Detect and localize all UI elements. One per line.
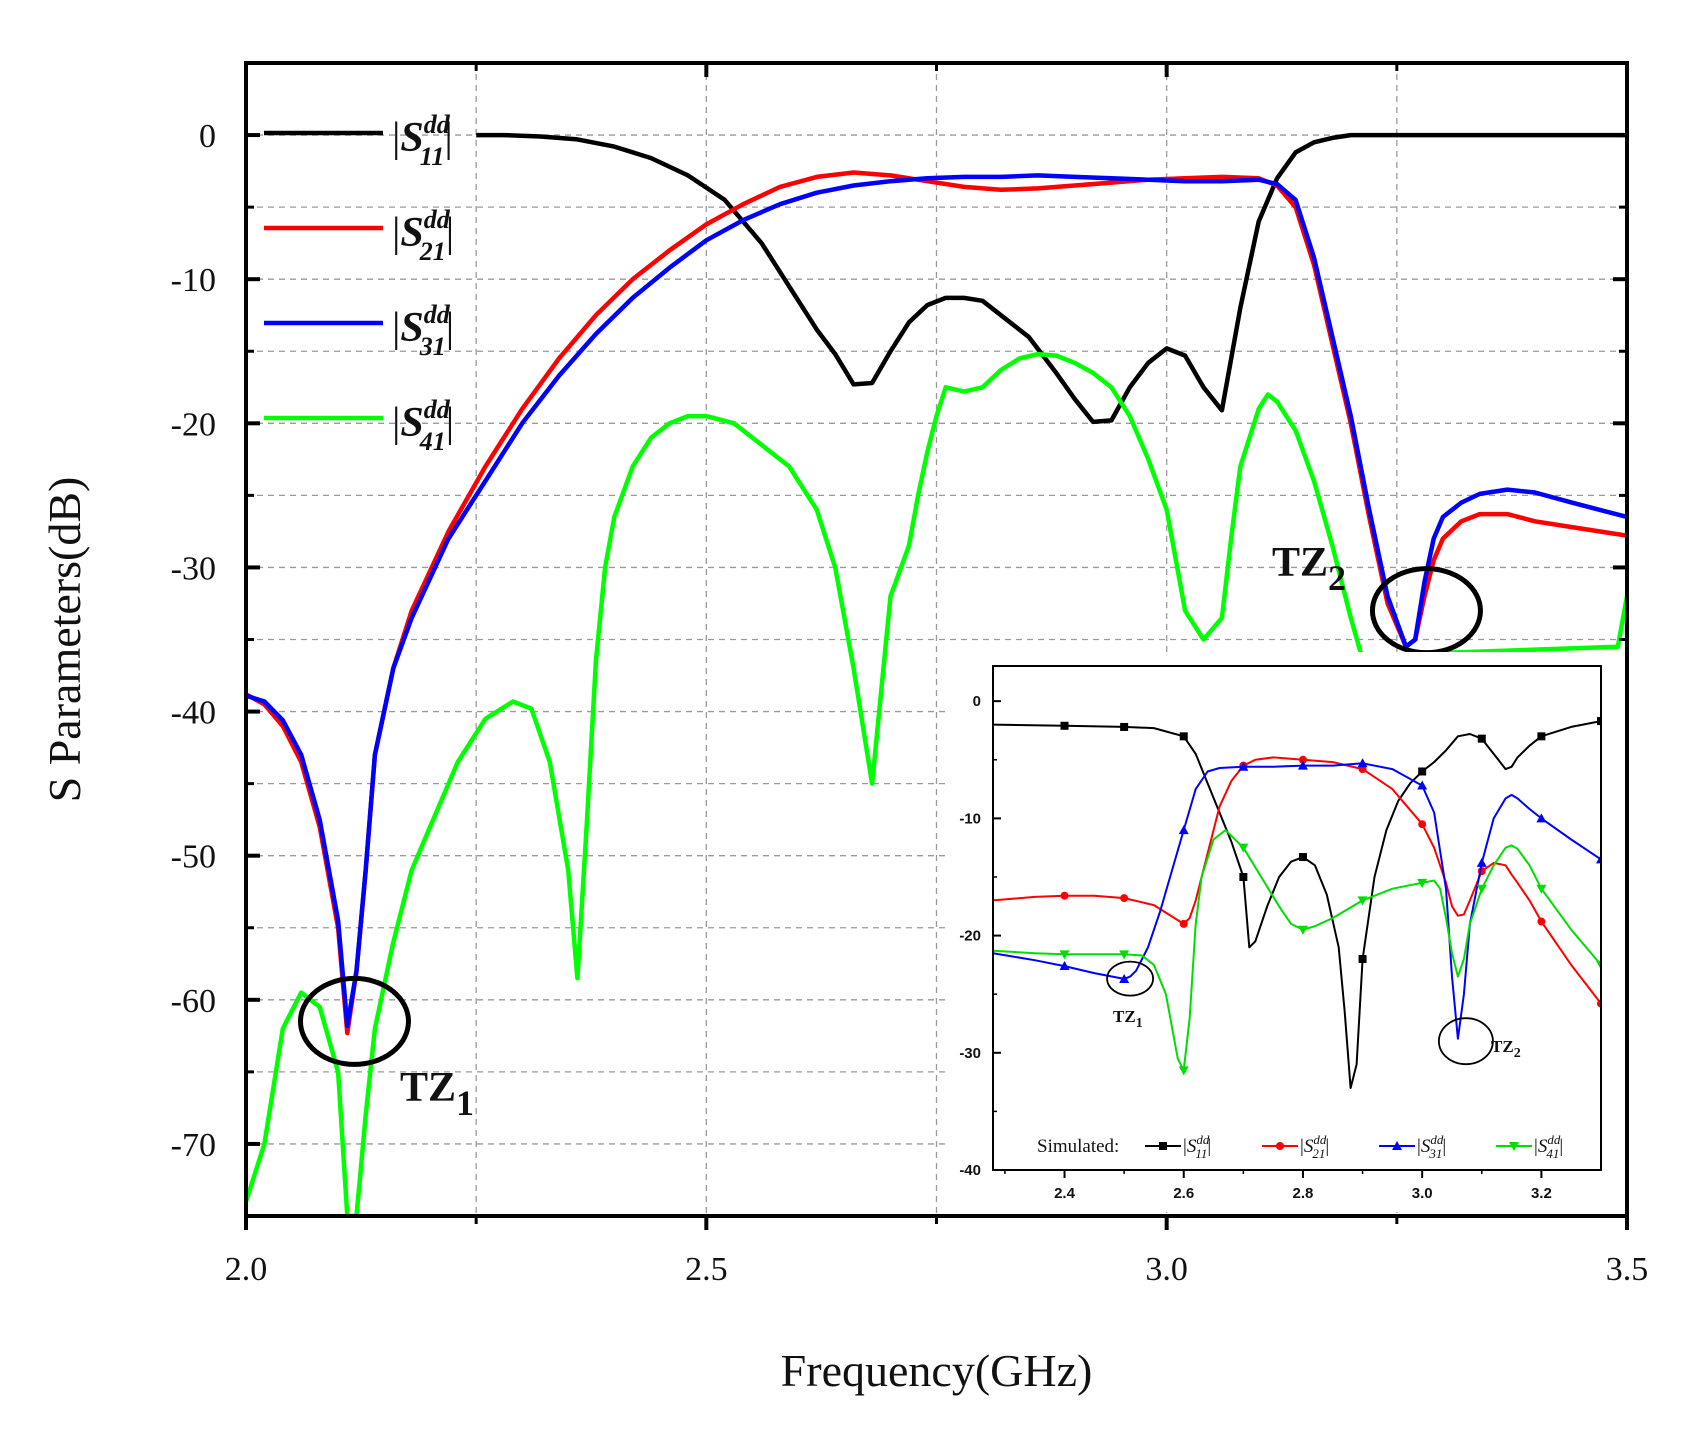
inset-x-tick-label: 2.6: [1173, 1185, 1194, 1202]
inset-marker-41: [1119, 950, 1130, 960]
inset-marker-31: [1059, 961, 1070, 971]
inset-marker-41: [1476, 884, 1487, 894]
inset-tz2-label: TZ2: [1491, 1037, 1521, 1061]
y-tick-label: -50: [171, 839, 216, 876]
inset-legend-marker-11: [1159, 1142, 1167, 1150]
inset-x-tick-label: 3.0: [1412, 1185, 1433, 1202]
inset-legend-marker-31: [1392, 1141, 1402, 1150]
inset-marker-31: [1178, 825, 1189, 835]
inset-marker-11: [1418, 767, 1427, 776]
inset-marker-41: [1238, 843, 1249, 853]
inset-marker-31: [1119, 973, 1130, 983]
inset-marker-31: [1238, 761, 1249, 771]
inset-marker-11: [1239, 872, 1248, 881]
inset-tz1-circle: [1106, 960, 1154, 997]
inset-marker-31: [1476, 857, 1487, 867]
inset-series-line-41: [993, 829, 1601, 1072]
inset-marker-21: [1298, 755, 1307, 764]
inset-legend-label-11: |Sdd 11|: [1183, 1132, 1211, 1161]
inset-legend-marker-21: [1276, 1142, 1284, 1150]
inset-marker-41: [1297, 925, 1308, 935]
tz1-label: TZ1: [400, 1065, 474, 1123]
main-legend: |Sdd 11| |Sdd 21| |Sdd 31| |Sdd 41|: [264, 110, 454, 456]
inset-marker-41: [1059, 950, 1070, 960]
inset-y-tick-label: -20: [959, 928, 981, 945]
y-tick-label: -70: [171, 1127, 216, 1164]
inset-tz2-circle: [1438, 1017, 1494, 1066]
y-tick-label: -10: [171, 262, 216, 299]
inset-marker-11: [1597, 717, 1601, 726]
inset-marker-31: [1596, 854, 1601, 864]
inset-y-tick-label: -10: [959, 810, 981, 827]
inset-marker-11: [1537, 732, 1546, 741]
inset-legend-label-31: |Sdd 31|: [1417, 1132, 1446, 1161]
legend-label-31: |Sdd 31|: [392, 300, 454, 361]
inset-marker-31: [1297, 760, 1308, 770]
inset-y-tick-label: -30: [959, 1045, 981, 1062]
inset-marker-11: [1120, 722, 1129, 731]
main-axis-ticks: 0 -10 -20 -30 -40 -50 -60 -70 2.0 2.5 3.0 3.5: [171, 61, 1649, 1288]
inset-legend-label-41: |Sdd 41|: [1534, 1132, 1563, 1161]
inset-y-tick-label: -40: [959, 1162, 981, 1179]
legend-label-41: |Sdd 41|: [392, 395, 454, 456]
inset-marker-41: [1178, 1066, 1189, 1076]
inset-tz1-label: TZ1: [1113, 1007, 1143, 1031]
legend-label-21: |Sdd 21|: [392, 205, 454, 266]
inset-marker-31: [1536, 813, 1547, 823]
inset-chart: TZ1 TZ2 0 -10 -20 -30 -40 2.4 2.6 2.8 3.0 3.2 Simu…: [945, 652, 1625, 1212]
inset-marker-11: [1179, 732, 1188, 741]
x-axis-title: Frequency(GHz): [781, 1345, 1093, 1396]
inset-legend-label-21: |Sdd 21|: [1300, 1132, 1329, 1161]
inset-marker-21: [1537, 917, 1546, 926]
inset-marker-31: [1417, 780, 1428, 790]
inset-annotations: TZ1 TZ2: [1106, 960, 1521, 1066]
inset-series-group: [993, 717, 1601, 1089]
inset-y-tick-label: 0: [973, 693, 981, 710]
y-tick-label: 0: [199, 118, 216, 155]
y-axis-title: S Parameters(dB): [39, 477, 90, 803]
series-line-31: [246, 173, 1627, 1029]
y-tick-label: -60: [171, 983, 216, 1020]
inset-marker-21: [1060, 891, 1069, 900]
series-line-41: [246, 351, 1627, 1216]
inset-marker-11: [1358, 955, 1367, 964]
inset-marker-11: [1298, 853, 1307, 862]
inset-marker-41: [1596, 960, 1601, 970]
tz1-circle: [297, 975, 411, 1067]
main-annotations: TZ1 TZ2: [297, 540, 1483, 1123]
inset-axis-ticks: 0 -10 -20 -30 -40 2.4 2.6 2.8 3.0 3.2: [959, 693, 1552, 1202]
y-tick-label: -40: [171, 695, 216, 732]
inset-marker-41: [1357, 896, 1368, 906]
inset-marker-21: [1179, 919, 1188, 928]
inset-background: [945, 652, 1625, 1212]
inset-marker-41: [1417, 878, 1428, 888]
inset-marker-31: [1357, 758, 1368, 768]
inset-marker-11: [1060, 721, 1069, 730]
inset-legend-title: Simulated:: [1037, 1136, 1119, 1157]
inset-legend-marker-41: [1509, 1142, 1519, 1151]
y-tick-label: -20: [171, 406, 216, 443]
inset-plot-frame: [992, 665, 1602, 1171]
x-tick-label: 2.0: [225, 1251, 268, 1288]
inset-series-line-11: [993, 720, 1601, 1089]
inset-x-tick-label: 3.2: [1531, 1185, 1552, 1202]
inset-marker-11: [1477, 734, 1486, 743]
main-series-group: [246, 132, 1627, 1216]
inset-marker-21: [1120, 894, 1129, 903]
legend-label-11: |Sdd 11|: [392, 110, 453, 171]
inset-marker-21: [1418, 820, 1427, 829]
y-tick-label: -30: [171, 550, 216, 587]
inset-legend: Simulated: |Sdd 11| |Sdd 21| |Sdd 31| |Sdd 41|: [1037, 1132, 1563, 1161]
x-tick-label: 3.5: [1606, 1251, 1649, 1288]
inset-x-tick-label: 2.4: [1054, 1185, 1076, 1202]
inset-series-line-31: [993, 762, 1601, 1040]
inset-x-tick-label: 2.8: [1293, 1185, 1314, 1202]
x-tick-label: 3.0: [1145, 1251, 1188, 1288]
tz2-label: TZ2: [1272, 540, 1346, 598]
x-tick-label: 2.5: [685, 1251, 728, 1288]
inset-marker-41: [1536, 884, 1547, 894]
